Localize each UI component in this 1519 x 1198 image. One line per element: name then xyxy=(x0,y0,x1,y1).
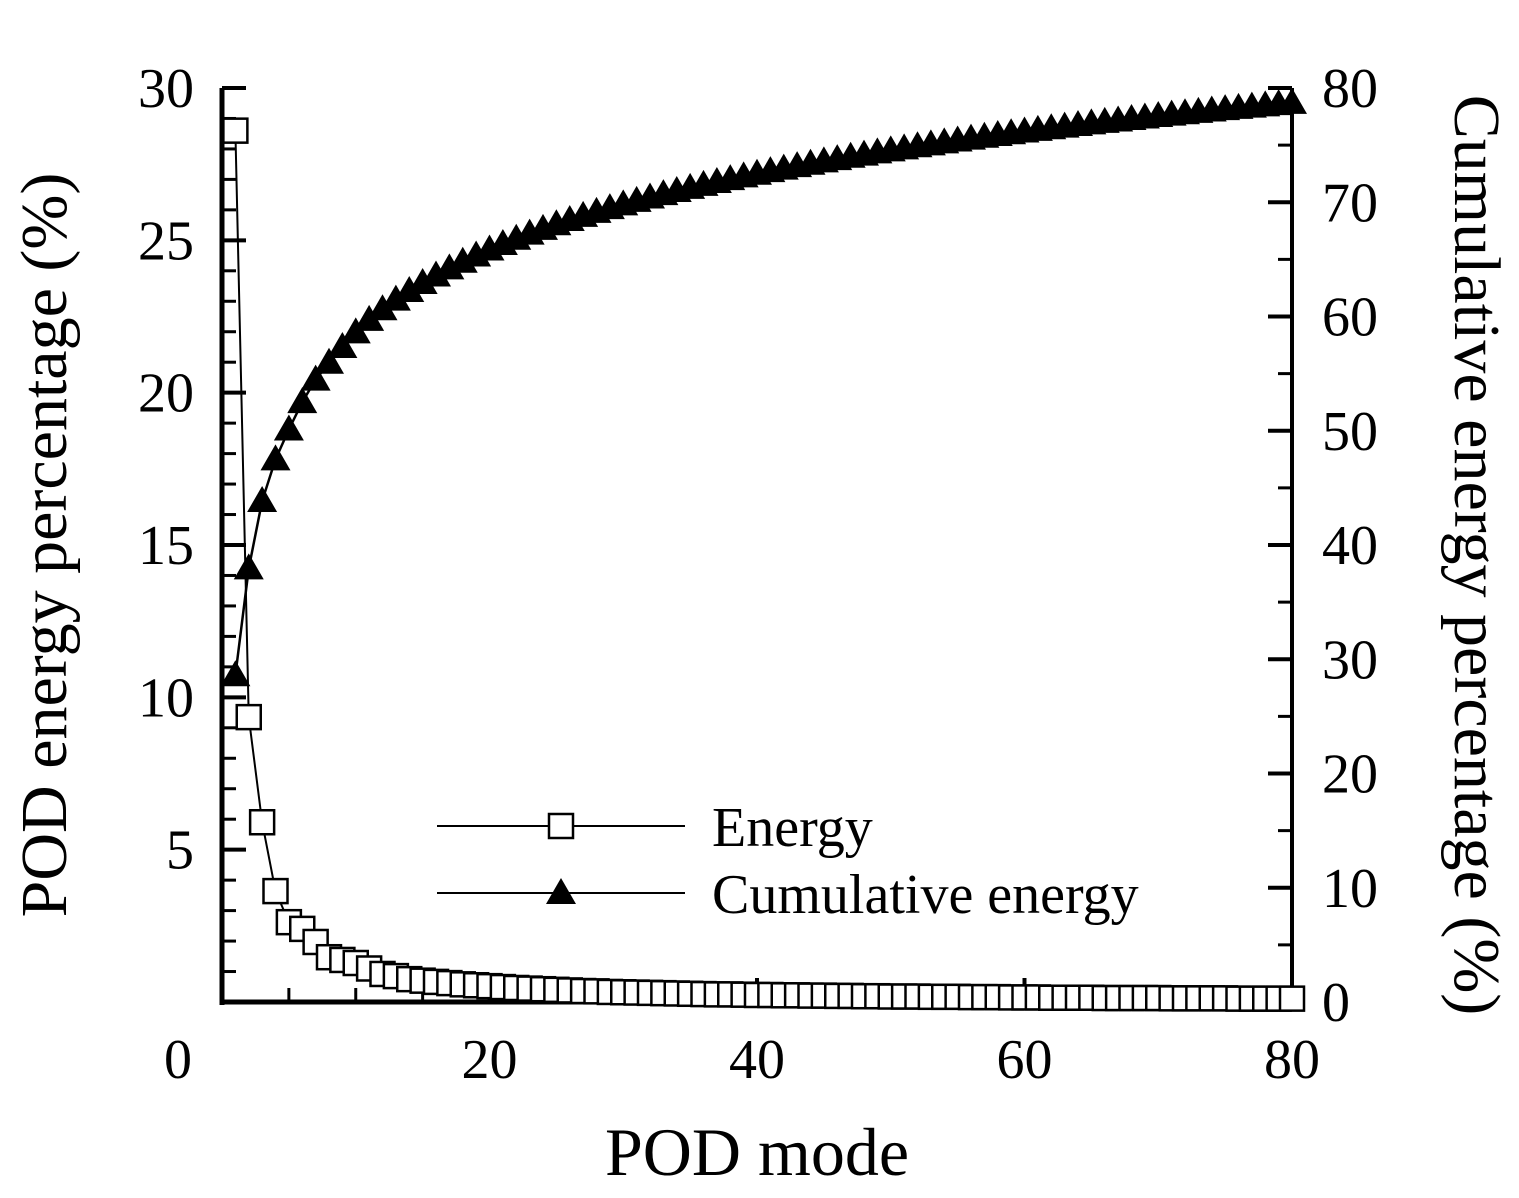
x-tick-label: 40 xyxy=(729,1029,785,1091)
y-axis-label: POD energy percentage (%) xyxy=(8,173,81,918)
cumulative-point xyxy=(220,660,251,687)
cumulative-point xyxy=(300,364,331,391)
y2-tick-label: 70 xyxy=(1322,172,1378,234)
y2-tick-label: 10 xyxy=(1322,858,1378,920)
energy-point xyxy=(222,117,249,144)
cumulative-point xyxy=(273,414,304,441)
x-axis-label: POD mode xyxy=(605,1114,909,1190)
x-tick-label: 20 xyxy=(462,1029,518,1091)
energy-point xyxy=(248,808,276,836)
legend-energy-label: Energy xyxy=(712,797,873,859)
x-tick-label: 80 xyxy=(1264,1029,1320,1091)
y2-tick-label: 0 xyxy=(1322,972,1350,1034)
y2-tick-label: 50 xyxy=(1322,401,1378,463)
cumulative-point xyxy=(407,268,438,295)
y2-tick-label: 40 xyxy=(1322,515,1378,577)
y2-tick-label: 30 xyxy=(1322,629,1378,691)
cumulative-point xyxy=(287,387,318,414)
cumulative-point xyxy=(1277,87,1307,114)
cumulative-point xyxy=(380,284,411,311)
cumulative-point xyxy=(260,444,291,471)
cumulative-point xyxy=(327,332,358,359)
cumulative-point xyxy=(394,276,425,303)
y2-tick-label: 60 xyxy=(1322,287,1378,349)
y-tick-label: 30 xyxy=(138,58,194,120)
cumulative-point xyxy=(314,347,344,374)
energy-point xyxy=(262,877,289,905)
x-tick-label: 60 xyxy=(997,1029,1053,1091)
cumulative-line xyxy=(234,101,1293,676)
cumulative-point xyxy=(233,553,264,580)
cumulative-point xyxy=(434,253,465,280)
y-tick-label: 10 xyxy=(138,667,194,729)
energy-point xyxy=(1278,985,1306,1012)
y-tick-label: 20 xyxy=(138,363,194,425)
y-tick-label: 25 xyxy=(138,210,194,272)
legend-cumulative-label: Cumulative energy xyxy=(712,864,1139,926)
y2-axis-label: Cumulative energy percentage (%) xyxy=(1440,95,1513,1016)
cumulative-point xyxy=(247,486,278,513)
y2-tick-label: 80 xyxy=(1322,58,1378,120)
legend-energy-marker xyxy=(547,812,575,840)
cumulative-point xyxy=(421,260,451,287)
y2-tick-label: 20 xyxy=(1322,744,1378,806)
x-tick-label: 0 xyxy=(164,1029,192,1091)
legend-cumulative-marker xyxy=(546,878,576,904)
series-energy xyxy=(222,117,1306,1012)
cumulative-point xyxy=(367,294,398,321)
legend: Energy Cumulative energy xyxy=(437,797,1139,926)
energy-point xyxy=(235,703,262,731)
series-cumulative xyxy=(220,87,1307,687)
y-tick-label: 5 xyxy=(166,820,194,882)
y-tick-label: 15 xyxy=(138,515,194,577)
